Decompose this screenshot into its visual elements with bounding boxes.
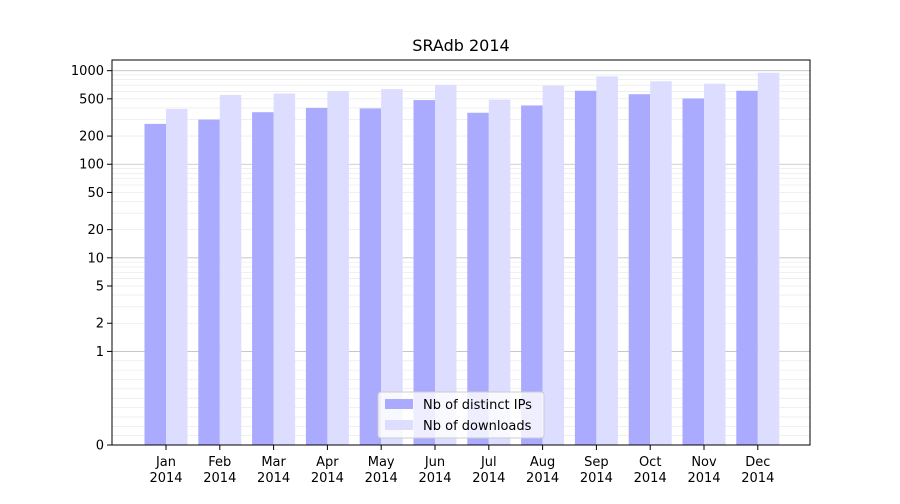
x-tick-label-year: 2014 [149,471,182,486]
y-tick-label: 1 [96,345,104,360]
legend-swatch-downloads [385,420,413,430]
y-tick-label: 500 [79,92,104,107]
bar-distinct-ips-aug [521,105,543,445]
x-tick-label-year: 2014 [687,471,720,486]
bar-downloads-sep [596,76,618,445]
bar-downloads-apr [327,91,349,446]
bar-distinct-ips-sep [574,90,597,446]
x-tick-label-year: 2014 [311,471,344,486]
x-tick-label-month: Aug [530,455,555,470]
bar-distinct-ips-mar [252,112,274,445]
chart-title: SRAdb 2014 [412,36,509,55]
x-tick-label-month: Jun [424,455,445,470]
y-axis: 0 1 2 5 10 20 50 100 200 500 1000 [71,64,112,454]
bar-layer [144,72,780,446]
bar-downloads-jan [166,108,188,446]
bar-downloads-aug [542,85,565,445]
bar-distinct-ips-apr [305,107,328,446]
plot-frame [111,59,811,446]
legend-label-distinct-ips: Nb of distinct IPs [423,398,532,413]
bar-downloads-feb [219,94,242,445]
legend: Nb of distinct IPs Nb of downloads [377,391,545,439]
bar-downloads-may [381,89,403,446]
x-tick-label-year: 2014 [257,471,290,486]
x-tick-label-year: 2014 [526,471,559,486]
x-tick-label-year: 2014 [365,471,398,486]
x-tick-label-year: 2014 [741,471,774,486]
bar-downloads-jul [488,99,511,445]
x-tick-label-year: 2014 [472,471,505,486]
legend-label-downloads: Nb of downloads [423,419,532,434]
x-tick-label-month: Jan [155,455,176,470]
x-tick-label-year: 2014 [203,471,236,486]
bar-downloads-oct [650,81,672,446]
bar-distinct-ips-nov [682,98,704,445]
bar-distinct-ips-jul [467,112,489,445]
x-tick-label-month: Oct [639,455,661,470]
y-tick-label: 100 [79,158,104,173]
y-tick-label: 5 [96,280,104,295]
y-tick-label: 50 [87,186,104,201]
x-tick-label-year: 2014 [418,471,451,486]
bar-downloads-mar [273,93,296,445]
x-tick-label-month: Sep [584,455,609,470]
x-tick-label-month: Apr [316,455,339,470]
x-tick-label-month: Feb [208,455,231,470]
y-tick-label: 200 [79,130,104,145]
y-tick-label: 20 [87,223,104,238]
bar-distinct-ips-jan [144,123,166,445]
x-tick-label-month: Dec [745,455,770,470]
legend-swatch-distinct-ips [385,399,413,409]
bar-downloads-nov [704,83,726,445]
x-tick-label-year: 2014 [634,471,667,486]
bar-downloads-dec [757,72,780,445]
bar-distinct-ips-oct [628,94,651,445]
x-tick-label-month: May [368,455,395,470]
legend-box [377,391,545,439]
bar-distinct-ips-feb [198,119,220,446]
bar-distinct-ips-dec [736,90,758,446]
x-tick-label-month: Mar [261,455,286,470]
x-tick-label-year: 2014 [580,471,613,486]
bar-distinct-ips-may [359,108,382,446]
x-tick-label-month: Nov [691,455,717,470]
y-tick-label: 10 [87,251,104,266]
x-axis: Jan2014Feb2014Mar2014Apr2014May2014Jun20… [149,445,774,486]
x-tick-label-month: Jul [480,455,497,470]
bar-downloads-jun [435,84,457,445]
y-tick-label: 0 [96,439,104,454]
bar-distinct-ips-jun [413,100,435,445]
y-tick-label: 1000 [71,64,104,79]
y-tick-label: 2 [96,317,104,332]
